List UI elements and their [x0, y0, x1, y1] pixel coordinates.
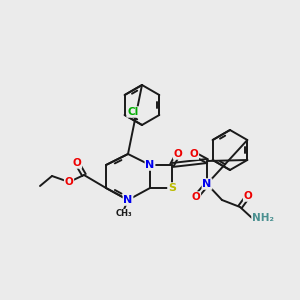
Text: O: O: [73, 158, 81, 168]
Text: CH₃: CH₃: [116, 209, 132, 218]
Text: N: N: [202, 179, 211, 189]
Text: N: N: [123, 195, 133, 205]
Text: O: O: [64, 177, 74, 187]
Text: O: O: [190, 149, 198, 159]
Text: S: S: [168, 183, 176, 193]
Text: Cl: Cl: [127, 107, 138, 117]
Text: NH₂: NH₂: [252, 213, 274, 223]
Text: O: O: [174, 149, 182, 159]
Text: O: O: [244, 191, 252, 201]
Text: O: O: [192, 192, 200, 202]
Text: N: N: [146, 160, 154, 170]
